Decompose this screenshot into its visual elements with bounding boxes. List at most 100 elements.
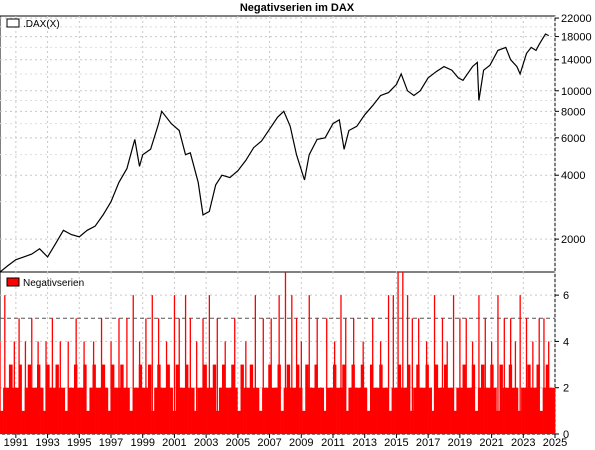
negativserien-bar xyxy=(284,272,287,434)
negativserien-bar xyxy=(216,318,218,434)
negativserien-base-bar xyxy=(86,410,90,434)
negativserien-base-bar xyxy=(249,364,254,434)
negativserien-base-bar xyxy=(138,364,143,434)
negativserien-base-bar xyxy=(185,364,189,434)
negativserien-bar xyxy=(18,318,20,434)
negativserien-base-bar xyxy=(203,364,207,434)
negativserien-base-bar xyxy=(89,387,93,434)
dax-line xyxy=(0,33,549,273)
negativserien-bar xyxy=(316,318,318,434)
top-y-tick-22000: 22000 xyxy=(561,13,592,25)
negativserien-bar xyxy=(478,295,480,434)
negativserien-bar xyxy=(452,295,455,434)
negativserien-base-bar xyxy=(52,387,56,434)
negativserien-base-bar xyxy=(407,364,411,434)
negativserien-base-bar xyxy=(169,387,173,434)
negativserien-base-bar xyxy=(61,387,66,434)
negativserien-base-bar xyxy=(15,387,19,434)
negativserien-bar xyxy=(353,318,355,434)
x-axis: 1991 1993 1995 1997 1999 2001 2003 2005 2007 2009… xyxy=(4,434,567,449)
top-y-tick-10000: 10000 xyxy=(561,86,592,98)
negativserien-base-bar xyxy=(77,387,81,434)
negativserien-bar xyxy=(484,318,486,434)
negativserien-bars xyxy=(0,272,556,434)
negativserien-bar xyxy=(157,318,160,434)
negativserien-base-bar xyxy=(83,364,87,434)
negativserien-base-bar xyxy=(6,387,10,434)
x-tick-2007: 2007 xyxy=(257,437,281,449)
negativserien-base-bar xyxy=(70,387,75,434)
negativserien-base-bar xyxy=(342,364,346,434)
negativserien-base-bar xyxy=(376,387,380,434)
negativserien-base-bar xyxy=(141,387,146,434)
negativserien-bar xyxy=(270,318,272,434)
negativserien-base-bar xyxy=(481,364,485,434)
negativserien-bar xyxy=(75,318,77,434)
negativserien-bar xyxy=(446,341,448,434)
negativserien-bar xyxy=(184,295,187,434)
negativserien-base-bar xyxy=(160,387,164,434)
negativserien-base-bar xyxy=(286,364,291,434)
negativserien-bar xyxy=(24,341,27,434)
negativserien-base-bar xyxy=(101,364,106,434)
negativserien-bar xyxy=(208,295,211,434)
negativserien-base-bar xyxy=(514,387,519,434)
negativserien-base-bar xyxy=(311,387,315,434)
negativserien-base-bar xyxy=(49,387,53,434)
negativserien-bar xyxy=(59,341,61,434)
negativserien-base-bar xyxy=(228,387,232,434)
negativserien-base-bar xyxy=(126,387,130,434)
top-y-tick-6000: 6000 xyxy=(561,133,585,145)
negativserien-bar xyxy=(340,295,342,434)
negativserien-base-bar xyxy=(314,364,318,434)
negativserien-bar xyxy=(387,295,390,434)
negativserien-bar xyxy=(333,341,336,434)
negativserien-base-bar xyxy=(123,387,127,434)
x-tick-2001: 2001 xyxy=(162,437,186,449)
negativserien-bar xyxy=(224,341,226,434)
negativserien-base-bar xyxy=(148,364,152,434)
negativserien-bar xyxy=(37,341,39,434)
negativserien-bar xyxy=(178,318,180,434)
negativserien-bar xyxy=(151,295,153,434)
negativserien-base-bar xyxy=(206,387,210,434)
negativserien-base-bar xyxy=(255,387,260,434)
negativserien-base-bar xyxy=(259,410,263,434)
negativserien-base-bar xyxy=(536,364,540,434)
bottom-y-tick-4: 4 xyxy=(563,336,569,348)
negativserien-base-bar xyxy=(326,387,331,434)
negativserien-bar xyxy=(126,318,128,434)
negativserien-bar xyxy=(0,341,1,434)
negativserien-bar xyxy=(173,295,176,434)
negativserien-bar xyxy=(118,318,120,434)
negativserien-base-bar xyxy=(154,387,158,434)
negativserien-base-bar xyxy=(527,364,531,434)
negativserien-legend-swatch xyxy=(6,277,20,287)
negativserien-base-bar xyxy=(453,410,457,434)
negativserien-base-bar xyxy=(431,410,436,434)
negativserien-base-bar xyxy=(246,387,251,434)
negativserien-bar xyxy=(262,318,264,434)
negativserien-base-bar xyxy=(533,387,537,434)
negativserien-base-bar xyxy=(120,364,124,434)
negativserien-bar xyxy=(471,341,474,434)
negativserien-base-bar xyxy=(197,387,201,434)
negativserien-base-bar xyxy=(530,387,534,434)
negativserien-base-bar xyxy=(548,387,553,434)
negativserien-bar xyxy=(379,341,382,434)
negativserien-base-bar xyxy=(144,387,149,434)
negativserien-bar xyxy=(514,341,517,434)
x-tick-1995: 1995 xyxy=(67,437,91,449)
negativserien-base-bar xyxy=(200,387,204,434)
negativserien-bar xyxy=(254,295,256,434)
negativserien-base-bar xyxy=(385,387,389,434)
bottom-y-axis: 0 2 4 6 xyxy=(555,290,569,441)
negativserien-base-bar xyxy=(18,364,22,434)
dax-legend-label: .DAX(X) xyxy=(23,19,60,30)
negativserien-bar xyxy=(291,295,293,434)
negativserien-bar xyxy=(510,318,512,434)
negativserien-base-bar xyxy=(308,387,312,434)
negativserien-base-bar xyxy=(447,387,451,434)
negativserien-base-bar xyxy=(292,387,297,434)
negativserien-base-bar xyxy=(360,364,365,434)
